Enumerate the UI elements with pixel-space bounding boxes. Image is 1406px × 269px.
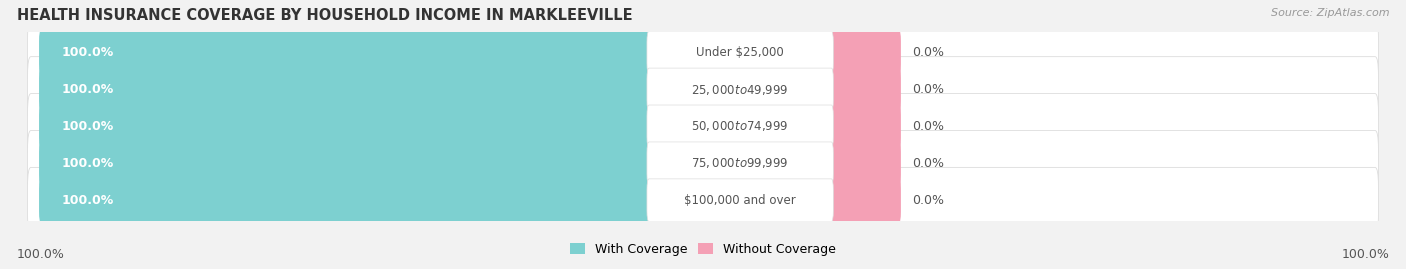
FancyBboxPatch shape — [647, 179, 834, 222]
FancyBboxPatch shape — [830, 30, 901, 75]
Text: 100.0%: 100.0% — [62, 120, 114, 133]
Text: 0.0%: 0.0% — [912, 120, 945, 133]
FancyBboxPatch shape — [28, 167, 1378, 233]
Text: Source: ZipAtlas.com: Source: ZipAtlas.com — [1271, 8, 1389, 18]
Legend: With Coverage, Without Coverage: With Coverage, Without Coverage — [571, 243, 835, 256]
FancyBboxPatch shape — [39, 30, 813, 75]
FancyBboxPatch shape — [39, 67, 813, 112]
Text: 100.0%: 100.0% — [62, 83, 114, 96]
Text: 0.0%: 0.0% — [912, 194, 945, 207]
FancyBboxPatch shape — [28, 20, 1378, 86]
FancyBboxPatch shape — [647, 142, 834, 185]
Text: 0.0%: 0.0% — [912, 83, 945, 96]
FancyBboxPatch shape — [39, 178, 813, 223]
FancyBboxPatch shape — [28, 57, 1378, 122]
Text: $100,000 and over: $100,000 and over — [685, 194, 796, 207]
Text: HEALTH INSURANCE COVERAGE BY HOUSEHOLD INCOME IN MARKLEEVILLE: HEALTH INSURANCE COVERAGE BY HOUSEHOLD I… — [17, 8, 633, 23]
Text: 100.0%: 100.0% — [17, 248, 65, 261]
FancyBboxPatch shape — [28, 94, 1378, 159]
FancyBboxPatch shape — [830, 178, 901, 223]
Text: 100.0%: 100.0% — [1341, 248, 1389, 261]
Text: 100.0%: 100.0% — [62, 157, 114, 170]
FancyBboxPatch shape — [39, 104, 813, 149]
Text: 100.0%: 100.0% — [62, 194, 114, 207]
FancyBboxPatch shape — [28, 130, 1378, 196]
FancyBboxPatch shape — [39, 141, 813, 186]
Text: $25,000 to $49,999: $25,000 to $49,999 — [692, 83, 789, 97]
FancyBboxPatch shape — [830, 67, 901, 112]
Text: $50,000 to $74,999: $50,000 to $74,999 — [692, 119, 789, 133]
Text: 0.0%: 0.0% — [912, 46, 945, 59]
FancyBboxPatch shape — [830, 141, 901, 186]
Text: 100.0%: 100.0% — [62, 46, 114, 59]
FancyBboxPatch shape — [647, 105, 834, 148]
Text: $75,000 to $99,999: $75,000 to $99,999 — [692, 156, 789, 170]
FancyBboxPatch shape — [647, 68, 834, 111]
FancyBboxPatch shape — [830, 104, 901, 149]
FancyBboxPatch shape — [647, 31, 834, 74]
Text: Under $25,000: Under $25,000 — [696, 46, 785, 59]
Text: 0.0%: 0.0% — [912, 157, 945, 170]
